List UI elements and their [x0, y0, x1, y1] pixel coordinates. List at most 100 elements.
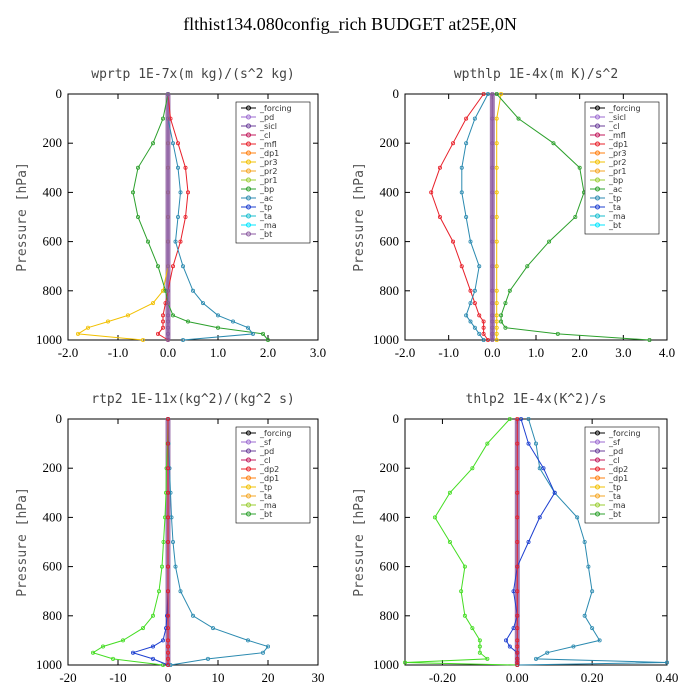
legend-marker [595, 168, 600, 174]
data-point [547, 239, 552, 244]
data-point [515, 540, 520, 545]
legend-marker [595, 222, 600, 228]
data-point [490, 92, 495, 97]
data-point [178, 589, 183, 594]
legend-label: _ma [259, 501, 277, 510]
legend-marker [246, 484, 251, 490]
legend-marker [595, 213, 600, 219]
x-tick-label: 10 [212, 670, 225, 685]
data-point [165, 288, 170, 293]
data-point [165, 337, 170, 342]
y-tick-label: 200 [380, 460, 400, 475]
data-point [552, 490, 557, 495]
data-point [150, 656, 155, 661]
data-point [230, 319, 235, 324]
data-point [515, 650, 520, 655]
series-line-dp1 [404, 418, 518, 666]
data-point [494, 116, 499, 121]
data-point [200, 301, 205, 306]
data-point [245, 325, 250, 330]
data-point [515, 416, 520, 421]
data-point [175, 165, 180, 170]
data-point [178, 190, 183, 195]
data-point [165, 613, 170, 618]
data-point [459, 165, 464, 170]
data-point [402, 660, 407, 665]
data-point [468, 301, 473, 306]
y-tick-label: 1000 [373, 332, 399, 347]
y-tick-label: 0 [56, 86, 63, 101]
data-point [130, 190, 135, 195]
data-point [526, 416, 531, 421]
x-tick-label: -1.0 [438, 345, 459, 360]
data-point [150, 301, 155, 306]
data-point [150, 644, 155, 649]
data-point [429, 190, 434, 195]
data-point [597, 638, 602, 643]
y-tick-label: 600 [43, 234, 63, 249]
data-point [494, 313, 499, 318]
data-point [135, 165, 140, 170]
legend-label: _pr1 [608, 167, 626, 176]
x-tick-label: -10 [109, 670, 126, 685]
data-point [447, 540, 452, 545]
data-point [582, 540, 587, 545]
data-point [245, 638, 250, 643]
x-tick-label: -2.0 [395, 345, 416, 360]
data-point [515, 589, 520, 594]
data-point [165, 466, 170, 471]
y-tick-label: 400 [43, 184, 63, 199]
series-line-ta [131, 419, 169, 666]
data-point [165, 92, 170, 97]
data-point [490, 116, 495, 121]
data-point [537, 515, 542, 520]
data-point [586, 564, 591, 569]
data-point [165, 589, 170, 594]
data-point [525, 264, 530, 269]
data-point [432, 515, 437, 520]
y-tick-label: 400 [380, 184, 400, 199]
data-point [477, 644, 482, 649]
legend-label: _dp2 [259, 465, 279, 474]
legend-label: _mfl [259, 140, 277, 149]
data-point [170, 141, 175, 146]
series-line-dp1 [157, 93, 189, 341]
data-point [490, 319, 495, 324]
legend-label: _pd [259, 447, 274, 456]
legend-marker [595, 484, 600, 490]
data-point [519, 416, 524, 421]
data-point [464, 116, 469, 121]
data-point [494, 214, 499, 219]
legend-label: _bt [608, 510, 621, 519]
legend-marker [246, 466, 251, 472]
x-tick-label: 3.0 [615, 345, 631, 360]
series-line-tp [461, 93, 489, 341]
data-point [477, 264, 482, 269]
data-point [156, 589, 161, 594]
legend-marker [246, 502, 251, 508]
plot-frame [67, 418, 319, 666]
series-line-ac [496, 93, 650, 341]
x-tick-label: 0.20 [581, 670, 604, 685]
x-tick-label: 2.0 [572, 345, 588, 360]
data-point [515, 564, 520, 569]
legend-marker [595, 466, 600, 472]
y-tick-label: 0 [393, 411, 400, 426]
data-point [165, 325, 170, 330]
data-point [485, 441, 490, 446]
data-point [477, 331, 482, 336]
panel-title: wprtp 1E-7x(m kg)/(s^2 kg) [91, 67, 295, 82]
y-axis-label: Pressure [hPa] [15, 162, 30, 272]
legend-marker [595, 511, 600, 517]
y-tick-label: 0 [393, 86, 400, 101]
legend-marker [595, 430, 600, 436]
data-point [165, 319, 170, 324]
data-point [515, 660, 520, 665]
data-point [490, 313, 495, 318]
data-point [165, 626, 170, 631]
data-point [459, 589, 464, 594]
data-point [477, 638, 482, 643]
data-point [526, 540, 531, 545]
legend-marker [246, 159, 251, 165]
data-point [215, 313, 220, 318]
